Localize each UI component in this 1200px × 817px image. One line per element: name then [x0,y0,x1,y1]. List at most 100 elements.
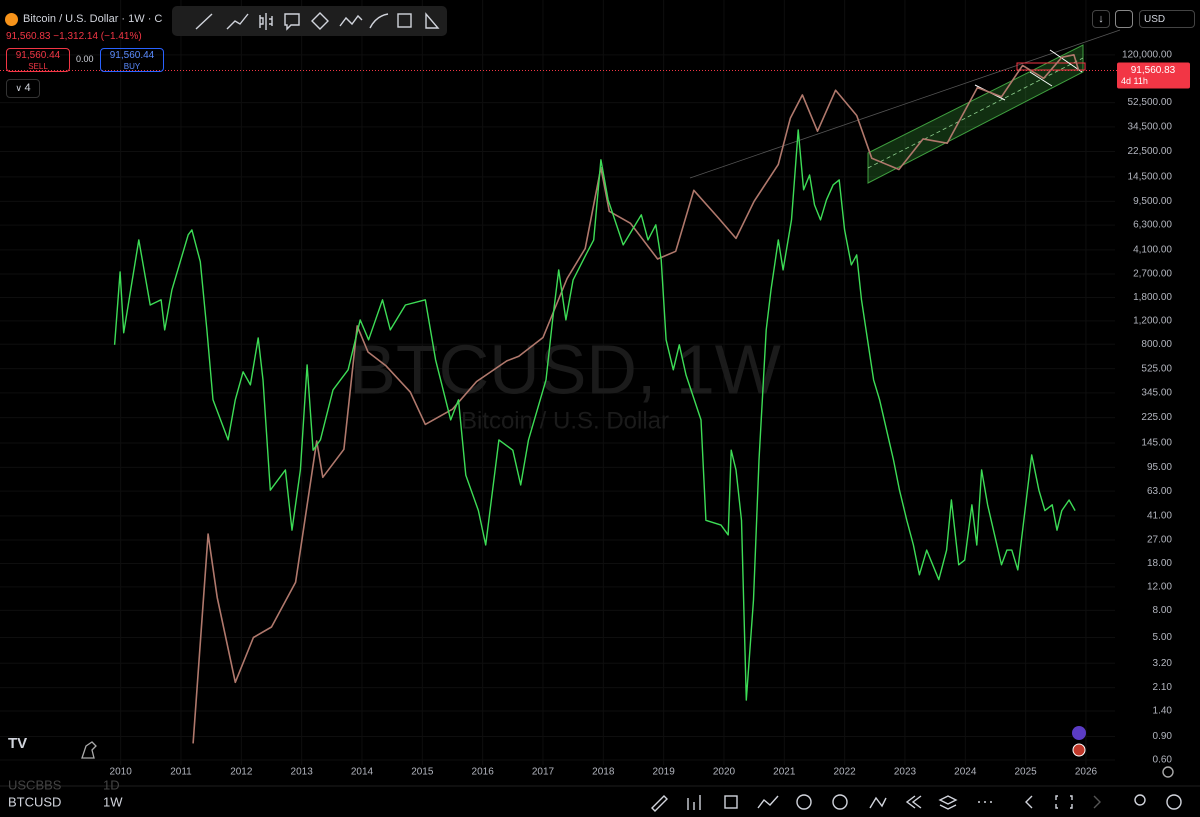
y-tick-label: 525.00 [1141,363,1172,374]
x-tick-label: 2017 [532,767,555,778]
watermark-title: BTCUSD, 1W [349,330,781,408]
buy-price: 91,560.44 [109,50,155,61]
pen-icon[interactable] [651,795,668,812]
buy-button[interactable]: 91,560.44 BUY [100,48,164,72]
x-tick-label: 2019 [653,767,676,778]
channel-median [867,57,1084,169]
x-tick-label: 2021 [773,767,796,778]
indicator-count: 4 [24,82,31,94]
y-tick-label: 800.00 [1141,339,1172,350]
drawing-toolbar [172,6,447,36]
trend-line [689,29,1121,179]
triangle-tool[interactable] [425,12,440,29]
sell-label: SELL [28,62,48,71]
wave-tool[interactable] [339,14,363,27]
dino-icon[interactable] [81,741,97,759]
y-tick-label: 225.00 [1141,412,1172,423]
settings-icon[interactable] [1162,766,1174,778]
compare-icon[interactable] [757,795,779,809]
y-tick-label: 27.00 [1147,535,1172,546]
curve-tool[interactable] [369,13,389,29]
y-tick-label: 6,300.00 [1133,220,1172,231]
y-tick-label: 34,500.00 [1128,121,1173,132]
indicator-symbol: USCBBS [8,777,62,792]
watermark-subtitle: Bitcoin / U.S. Dollar [461,407,669,434]
bottom-toolbar [651,794,1182,812]
y-tick-label: 18.00 [1147,558,1172,569]
tip-icon[interactable] [1134,794,1146,806]
y-tick-label: 2,700.00 [1133,269,1172,280]
sell-button[interactable]: 91,560.44 SELL [6,48,70,72]
event-icon[interactable] [1072,743,1086,757]
drawing-line [1049,49,1083,73]
y-tick-label: 95.00 [1147,462,1172,473]
alert-icon[interactable] [832,794,848,810]
replay-icon[interactable] [869,796,887,809]
coin-icon [5,13,18,26]
y-tick-label: 1.40 [1153,706,1173,717]
x-tick-label: 2016 [472,767,495,778]
x-tick-label: 2023 [894,767,917,778]
rewind-icon[interactable] [905,795,922,809]
buy-label: BUY [123,62,141,71]
main-interval[interactable]: 1W [103,794,123,809]
y-tick-label: 63.00 [1147,486,1172,497]
account-icon[interactable] [1166,794,1182,810]
y-tick-label: 9,500.00 [1133,196,1172,207]
indicator-toggle[interactable]: ∨ 4 [6,79,40,98]
currency-select[interactable]: USD [1139,10,1195,28]
series-line [113,129,1076,701]
trend-tool[interactable] [195,13,213,30]
candle-tool[interactable] [259,13,273,30]
layout-icon[interactable] [724,795,738,809]
fullscreen-icon[interactable] [1055,795,1073,809]
indicators-icon[interactable] [687,795,701,810]
undo-icon[interactable] [1025,795,1033,809]
x-tick-label: 2015 [411,767,434,778]
y-tick-label: 8.00 [1153,605,1173,616]
y-tick-label: 5.00 [1153,632,1173,643]
y-tick-label: 0.90 [1153,731,1173,742]
series-line [192,54,1080,744]
news-icon[interactable] [1072,726,1086,740]
y-tick-label: 0.60 [1153,755,1173,766]
pattern-tool[interactable] [311,12,329,30]
x-tick-label: 2025 [1015,767,1038,778]
indicator-interval: 1D [103,777,120,792]
layers-icon[interactable] [938,795,958,810]
y-tick-label: 345.00 [1141,388,1172,399]
x-tick-label: 2014 [351,767,374,778]
spread: 0.00 [76,54,94,64]
path-tool[interactable] [226,13,249,30]
sell-price: 91,560.44 [15,50,61,61]
y-tick-label: 22,500.00 [1128,146,1173,157]
x-tick-label: 2022 [834,767,857,778]
y-tick-label: 12.00 [1147,582,1172,593]
y-tick-label: 1,800.00 [1133,292,1172,303]
y-tick-label: 145.00 [1141,438,1172,449]
last-price-label: 91,560.83 [1131,65,1176,76]
x-tick-label: 2020 [713,767,736,778]
callout-tool[interactable] [284,13,300,31]
x-tick-label: 2018 [592,767,615,778]
price-change: 91,560.83 −1,312.14 (−1.41%) [6,31,142,42]
add-icon[interactable] [796,794,812,810]
currency: USD [1144,14,1166,25]
tv-logo: TV [8,735,27,752]
redo-icon[interactable] [1093,795,1101,809]
y-tick-label: 4,100.00 [1133,245,1172,256]
symbol-title[interactable]: Bitcoin / U.S. Dollar · 1W · C [23,13,163,25]
autoscale-button[interactable] [1115,10,1133,28]
rect-tool[interactable] [397,13,412,28]
y-tick-label: 41.00 [1147,511,1172,522]
main-symbol[interactable]: BTCUSD [8,794,61,809]
y-tick-label: 120,000.00 [1122,49,1172,60]
x-tick-label: 2011 [170,767,192,778]
x-tick-label: 2012 [230,767,253,778]
x-tick-label: 2026 [1075,767,1098,778]
y-tick-label: 2.10 [1153,682,1173,693]
scroll-button[interactable]: ↓ [1092,10,1110,28]
drawing-line [1029,71,1053,87]
